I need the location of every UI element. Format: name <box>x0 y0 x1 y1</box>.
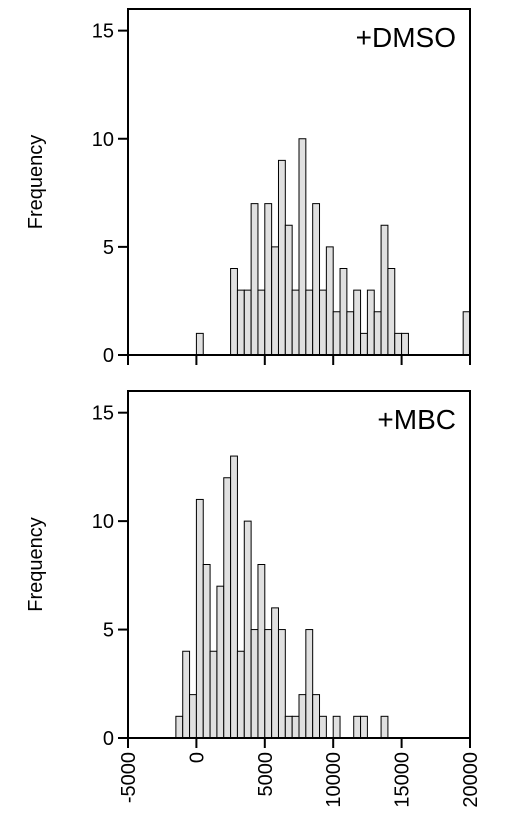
histogram-bar <box>175 715 184 739</box>
y-axis-label: Frequency <box>25 135 47 230</box>
y-tick-label: 0 <box>103 345 114 367</box>
histogram-bar <box>339 268 348 356</box>
histogram-bar <box>380 224 389 356</box>
histogram-bar <box>195 498 204 739</box>
histogram-bar <box>305 289 314 356</box>
histogram-bar <box>250 629 259 739</box>
histogram-bar <box>271 607 279 739</box>
histogram-bar <box>264 629 273 739</box>
histogram-bar <box>284 715 293 739</box>
histogram-bar <box>257 564 266 739</box>
y-tick-label: 5 <box>103 237 114 259</box>
panel-label: +MBC <box>377 404 456 435</box>
histogram-bar <box>271 246 279 356</box>
histogram-bar <box>353 715 362 739</box>
histogram-bar <box>277 629 286 739</box>
x-tick-label: 0 <box>186 752 208 763</box>
histogram-bar <box>353 289 362 356</box>
histogram-bar <box>332 715 341 739</box>
histogram-bar <box>325 246 334 356</box>
y-tick-label: 10 <box>92 511 114 533</box>
y-axis-label: Frequency <box>25 517 47 612</box>
histogram-bar <box>332 311 341 356</box>
histogram-bar <box>291 715 300 739</box>
histogram-bar <box>373 311 382 356</box>
histogram-bar <box>230 455 238 739</box>
histogram-bar <box>284 224 293 356</box>
histogram-bar <box>394 332 403 356</box>
histogram-bar <box>257 289 266 356</box>
histogram-bar <box>264 203 273 356</box>
histogram-bar <box>312 694 321 739</box>
histogram-bar <box>366 289 375 356</box>
plot-frame <box>127 8 471 355</box>
histogram-bar <box>243 289 252 356</box>
x-tick-label: 20000 <box>460 752 482 808</box>
histogram-bar <box>277 159 286 356</box>
x-tick-label: 15000 <box>392 752 414 808</box>
x-tick-label: 5000 <box>255 752 277 797</box>
histogram-bar <box>236 650 245 739</box>
histogram-bar <box>360 332 368 356</box>
histogram-bar <box>319 289 327 356</box>
histogram-bar <box>243 520 252 739</box>
histogram-bar <box>216 585 225 739</box>
y-tick-label: 15 <box>92 403 114 425</box>
histogram-bar <box>209 650 218 739</box>
histogram-bar <box>291 289 300 356</box>
histogram-bar <box>380 715 389 739</box>
histogram-bar <box>305 629 314 739</box>
dmso-histogram-panel: 0 5 10 15 Frequency +DMSO <box>25 8 471 367</box>
histogram-bar <box>202 564 211 739</box>
x-tick-label: -5000 <box>118 752 140 803</box>
histogram-bar <box>236 289 245 356</box>
histogram-bar <box>346 311 355 356</box>
y-tick-label: 10 <box>92 129 114 151</box>
y-tick-label: 5 <box>103 620 114 642</box>
histogram-bar <box>223 477 232 739</box>
x-tick-label: 10000 <box>323 752 345 808</box>
histogram-bar <box>182 650 191 739</box>
panel-label: +DMSO <box>356 22 456 53</box>
histogram-bar <box>195 332 204 356</box>
y-tick-label: 15 <box>92 21 114 43</box>
plot-frame <box>127 390 471 738</box>
y-tick-label: 0 <box>103 728 114 750</box>
histogram-bar <box>319 715 327 739</box>
histogram-bar <box>250 203 259 356</box>
histogram-bar <box>298 694 307 739</box>
histogram-bar <box>360 715 368 739</box>
histogram-bar <box>189 694 197 739</box>
histogram-bar <box>387 268 396 356</box>
histogram-bar <box>298 138 307 356</box>
histogram-bar <box>401 332 409 356</box>
histogram-bar <box>312 203 321 356</box>
histogram-bar <box>462 311 471 356</box>
histogram-bar <box>230 268 238 356</box>
